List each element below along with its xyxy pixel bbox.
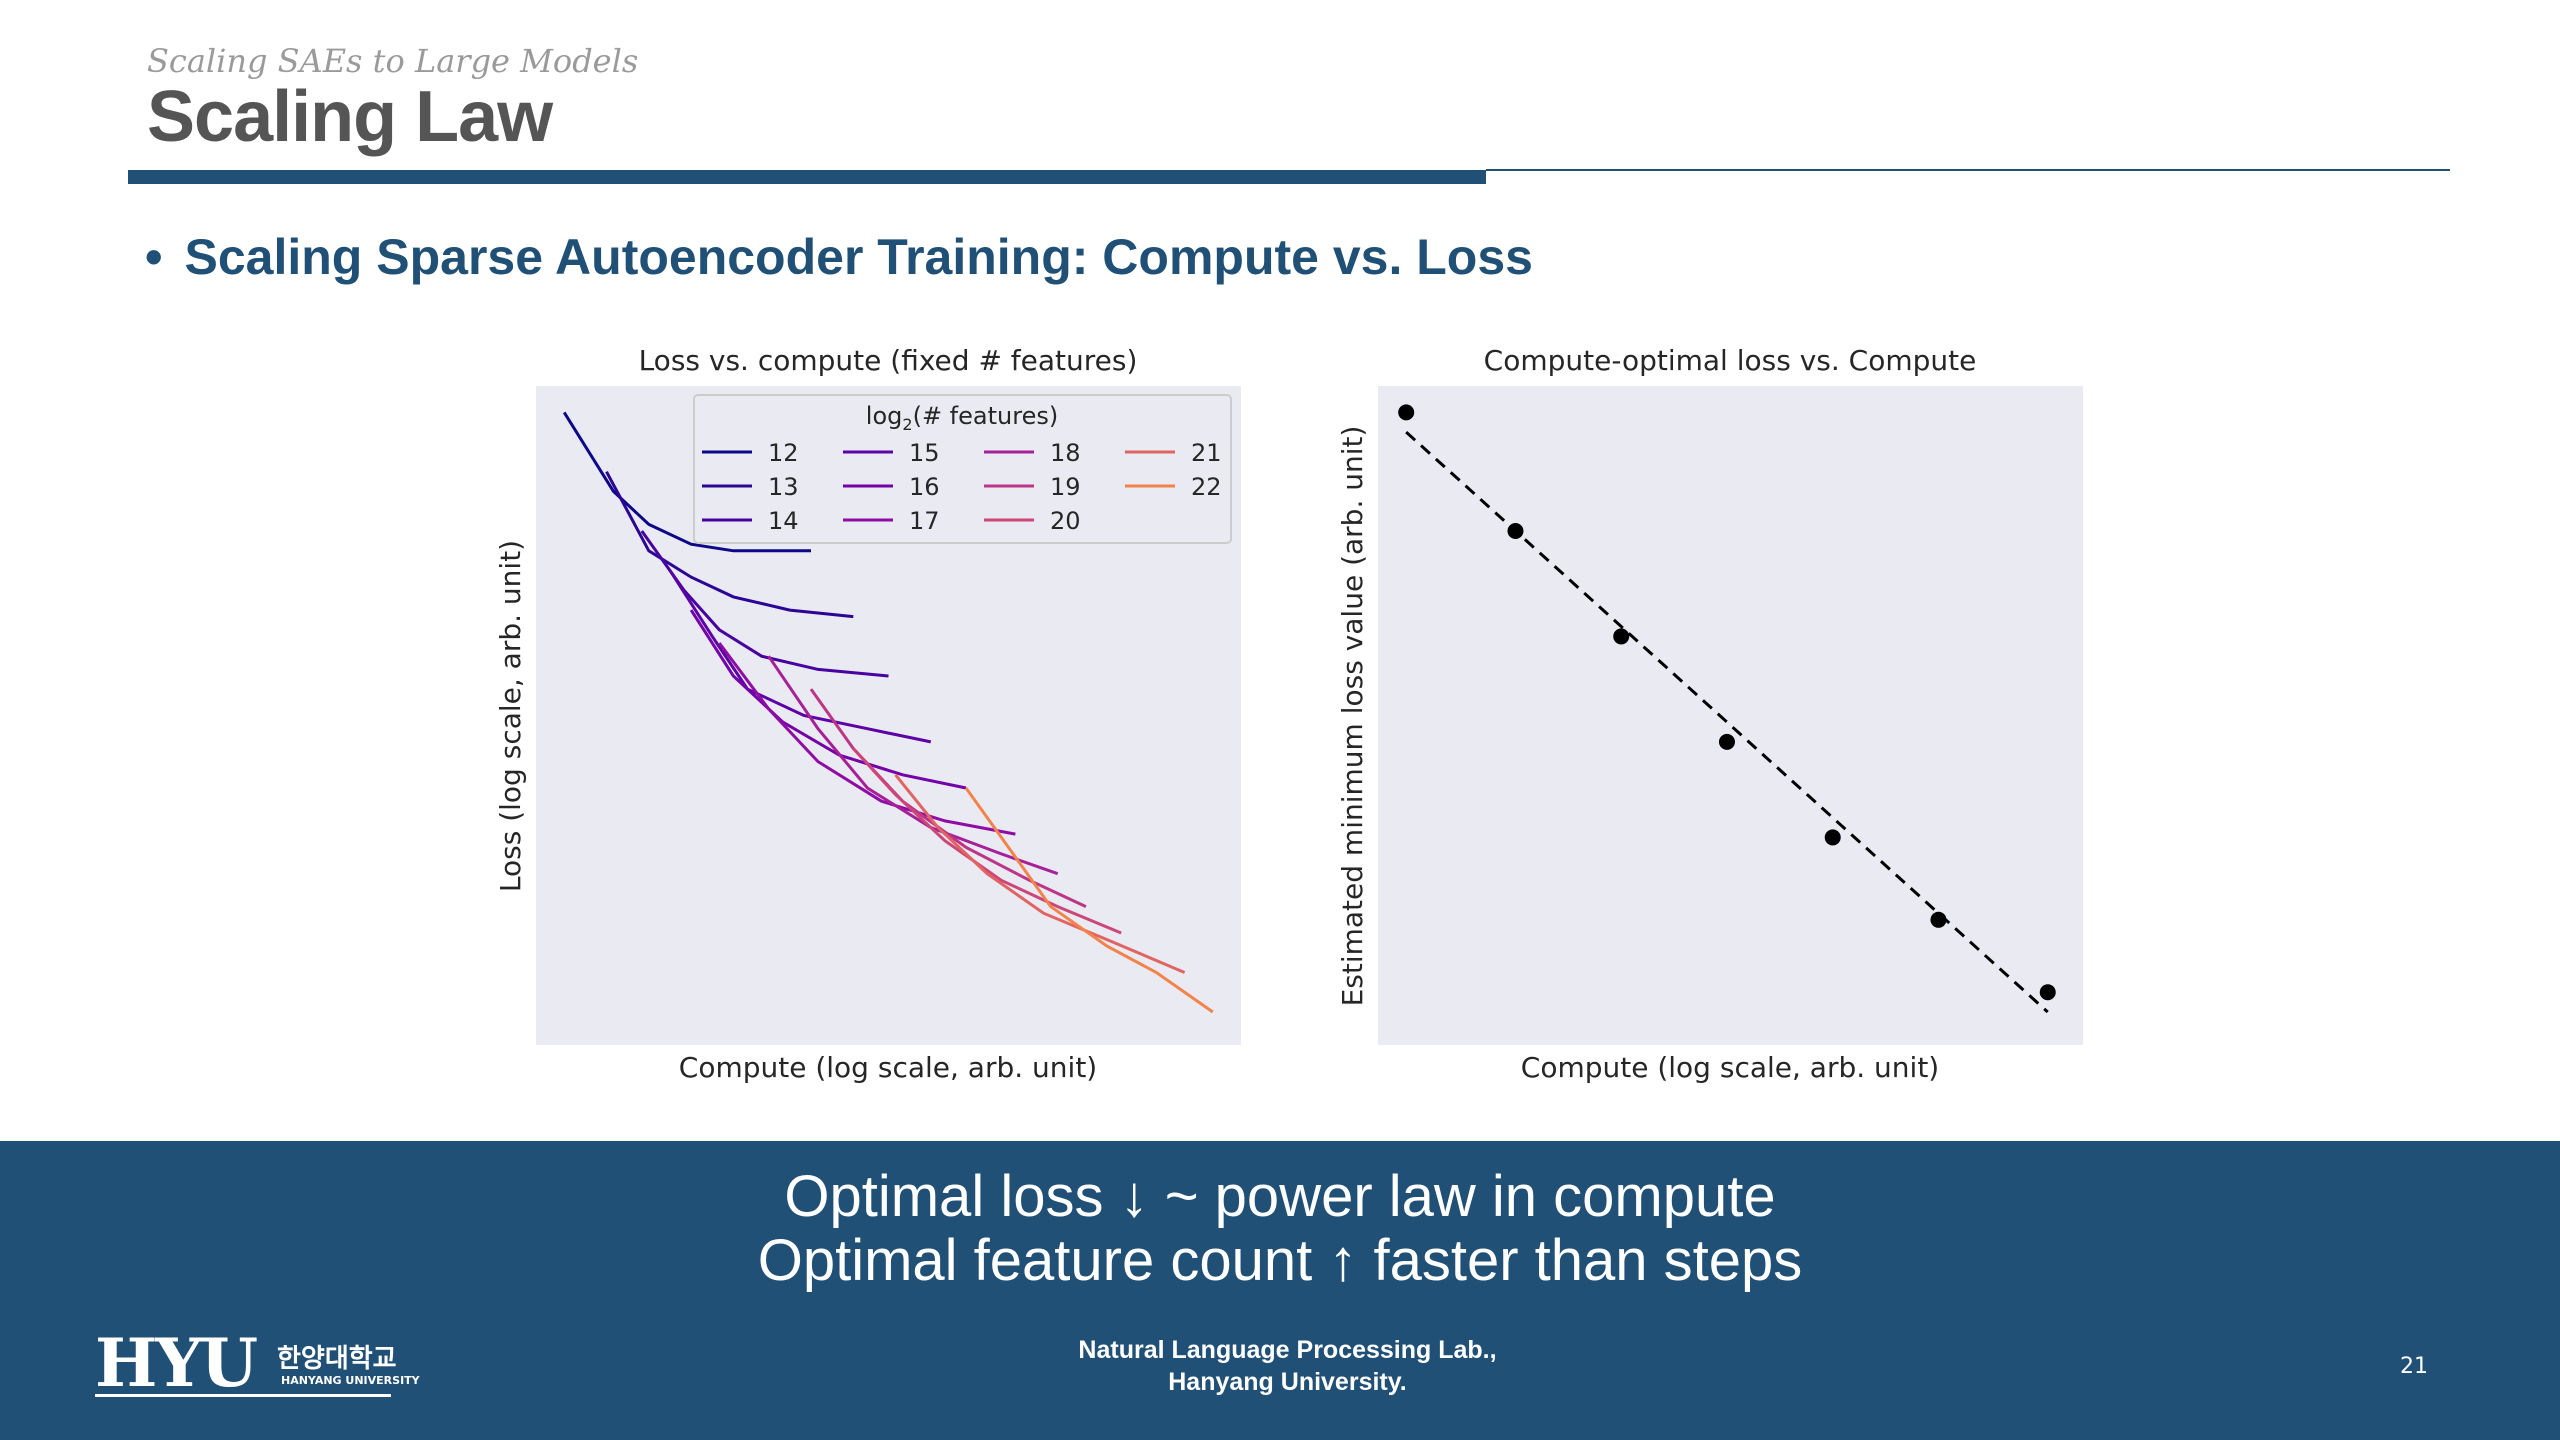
plot-area-right bbox=[1378, 386, 2083, 1045]
scatter-point-7 bbox=[2039, 984, 2056, 1001]
slide-title: Scaling Law bbox=[147, 77, 553, 157]
legend-box bbox=[693, 394, 1232, 544]
title-rule-thick bbox=[128, 170, 1486, 184]
legend-label-19: 19 bbox=[1050, 473, 1081, 501]
legend-label-14: 14 bbox=[768, 507, 799, 535]
legend-label-15: 15 bbox=[909, 439, 940, 467]
page-number: 21 bbox=[2400, 1354, 2428, 1379]
logo-hyu-text: HYU bbox=[95, 1324, 258, 1402]
legend-label-12: 12 bbox=[768, 439, 799, 467]
chart-title-right: Compute-optimal loss vs. Compute bbox=[1484, 344, 1977, 377]
legend-label-16: 16 bbox=[909, 473, 940, 501]
legend-label-22: 22 bbox=[1191, 473, 1222, 501]
charts: Loss vs. compute (fixed # features) Comp… bbox=[494, 344, 2083, 1084]
bullet-dot: • bbox=[145, 229, 163, 285]
legend-label-18: 18 bbox=[1050, 439, 1081, 467]
summary-banner bbox=[0, 1141, 2560, 1440]
legend-title: log2(# features) bbox=[866, 402, 1058, 434]
y-axis-label-right: Estimated minimum loss value (arb. unit) bbox=[1336, 426, 1369, 1007]
chart-loss-vs-compute: Loss vs. compute (fixed # features) Comp… bbox=[494, 344, 1241, 1084]
x-axis-label-left: Compute (log scale, arb. unit) bbox=[679, 1051, 1097, 1084]
series-line-18 bbox=[767, 655, 1059, 876]
university-logo: HYU 한양대학교 HANYANG UNIVERSITY bbox=[95, 1324, 420, 1402]
chart-optimal-loss: Compute-optimal loss vs. Compute Compute… bbox=[1336, 344, 2083, 1084]
logo-korean-text: 한양대학교 bbox=[277, 1344, 397, 1374]
scatter-point-4 bbox=[1718, 733, 1735, 750]
scatter-point-1 bbox=[1398, 404, 1415, 421]
series-line-12 bbox=[562, 411, 811, 553]
y-axis-label-left: Loss (log scale, arb. unit) bbox=[494, 540, 527, 892]
series-line-21 bbox=[894, 773, 1186, 974]
bullet-heading: • Scaling Sparse Autoencoder Training: Co… bbox=[145, 228, 1533, 286]
logo-english-text: HANYANG UNIVERSITY bbox=[281, 1374, 420, 1387]
lab-credit-line-1: Natural Language Processing Lab., bbox=[1078, 1336, 1497, 1364]
lab-credit: Natural Language Processing Lab., Hanyan… bbox=[0, 1334, 2560, 1398]
series-line-22 bbox=[964, 787, 1214, 1014]
lab-credit-line-2: Hanyang University. bbox=[1168, 1368, 1407, 1396]
legend-label-20: 20 bbox=[1050, 507, 1081, 535]
legend-label-13: 13 bbox=[768, 473, 799, 501]
bullet-text: Scaling Sparse Autoencoder Training: Com… bbox=[184, 229, 1533, 285]
series-line-17 bbox=[718, 642, 1016, 836]
chart-title-left: Loss vs. compute (fixed # features) bbox=[639, 344, 1138, 377]
x-axis-label-right: Compute (log scale, arb. unit) bbox=[1521, 1051, 1939, 1084]
legend-label-17: 17 bbox=[909, 507, 940, 535]
tagline-line-2: Optimal feature count ↑ faster than step… bbox=[757, 1228, 1803, 1293]
logo-underline bbox=[95, 1394, 391, 1397]
title-rule-thin bbox=[1486, 169, 2450, 171]
series-line-16 bbox=[689, 609, 967, 790]
legend-label-21: 21 bbox=[1191, 439, 1222, 467]
scatter-point-5 bbox=[1824, 829, 1841, 846]
series-line-13 bbox=[605, 470, 854, 619]
scatter-point-6 bbox=[1930, 911, 1947, 928]
scatter-point-3 bbox=[1613, 628, 1630, 645]
scatter-point-2 bbox=[1507, 522, 1524, 539]
section-kicker: Scaling SAEs to Large Models bbox=[147, 42, 639, 80]
series-line-15 bbox=[668, 569, 932, 744]
legend: log2(# features) 12 13 14 15 16 17 18 19 20 21 22 bbox=[693, 394, 1232, 544]
tagline-line-1: Optimal loss ↓ ~ power law in compute bbox=[784, 1164, 1776, 1229]
